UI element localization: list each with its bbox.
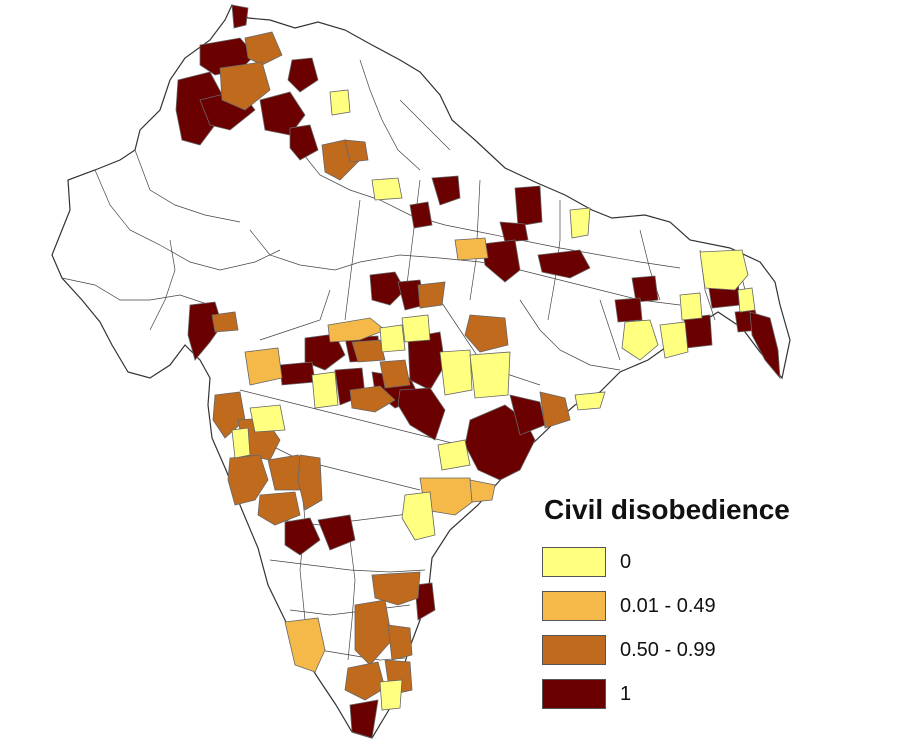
district-region — [631, 275, 659, 303]
district-region — [569, 207, 591, 239]
district-region — [431, 175, 461, 206]
district-region — [621, 319, 659, 361]
district-region — [175, 71, 226, 146]
district-region — [454, 237, 489, 261]
legend-label: 1 — [620, 682, 632, 705]
district-region — [499, 221, 529, 243]
district-region — [351, 339, 386, 363]
district-region — [683, 314, 713, 349]
district-region — [257, 491, 301, 526]
district-region — [329, 89, 351, 116]
district-region — [349, 385, 396, 413]
district-region — [401, 314, 431, 343]
district-region — [344, 661, 386, 701]
legend-swatch — [542, 679, 606, 709]
district-region — [219, 61, 271, 111]
district-region — [379, 359, 411, 389]
district-region — [539, 391, 571, 429]
district-region — [417, 281, 446, 309]
district-region — [437, 439, 471, 471]
legend: Civil disobedience 0 0.01 - 0.49 0.50 - … — [542, 494, 882, 716]
district-region — [537, 249, 591, 279]
district-region — [279, 361, 316, 386]
district-region — [231, 4, 249, 29]
district-region — [344, 139, 369, 163]
district-region — [614, 297, 643, 323]
district-region — [679, 292, 703, 321]
district-region — [349, 699, 379, 739]
district-region — [481, 239, 521, 283]
legend-label: 0.01 - 0.49 — [620, 594, 716, 617]
legend-label: 0 — [620, 550, 632, 573]
district-region — [409, 201, 433, 229]
district-region — [259, 91, 306, 136]
district-region — [397, 387, 446, 441]
district-region — [244, 347, 283, 386]
district-region — [244, 31, 283, 66]
legend-item: 0.50 - 0.99 — [542, 628, 882, 672]
district-region — [289, 124, 319, 161]
district-region — [327, 317, 386, 343]
legend-swatch — [542, 635, 606, 665]
district-region — [407, 331, 446, 391]
district-region — [469, 351, 511, 399]
district-region — [211, 311, 239, 333]
district-region — [231, 427, 251, 459]
district-region — [284, 517, 321, 556]
district-region — [737, 287, 756, 313]
district-region — [414, 582, 436, 621]
district-region — [287, 57, 319, 93]
district-region — [284, 617, 326, 673]
legend-title: Civil disobedience — [544, 494, 790, 525]
legend-item: 1 — [542, 672, 882, 716]
district-region — [469, 479, 496, 503]
district-region — [574, 391, 606, 411]
district-region — [514, 185, 543, 227]
legend-item: 0 — [542, 540, 882, 584]
district-region — [401, 491, 436, 541]
district-region — [659, 321, 689, 359]
legend-label: 0.50 - 0.99 — [620, 638, 716, 661]
district-region — [311, 371, 339, 409]
district-region — [699, 249, 749, 291]
district-region — [369, 271, 406, 306]
district-region — [749, 311, 781, 380]
district-region — [387, 624, 413, 661]
district-region — [379, 679, 403, 711]
legend-swatch — [542, 591, 606, 621]
district-region — [439, 349, 473, 396]
district-region — [379, 324, 406, 353]
district-region — [249, 404, 286, 433]
legend-swatch — [542, 547, 606, 577]
district-region — [297, 454, 323, 511]
district-region — [371, 571, 421, 606]
district-region — [354, 599, 393, 666]
legend-item: 0.01 - 0.49 — [542, 584, 882, 628]
district-region — [212, 391, 246, 439]
district-region — [371, 177, 403, 201]
district-region — [227, 454, 269, 506]
district-region — [464, 314, 509, 353]
district-region — [317, 514, 356, 551]
